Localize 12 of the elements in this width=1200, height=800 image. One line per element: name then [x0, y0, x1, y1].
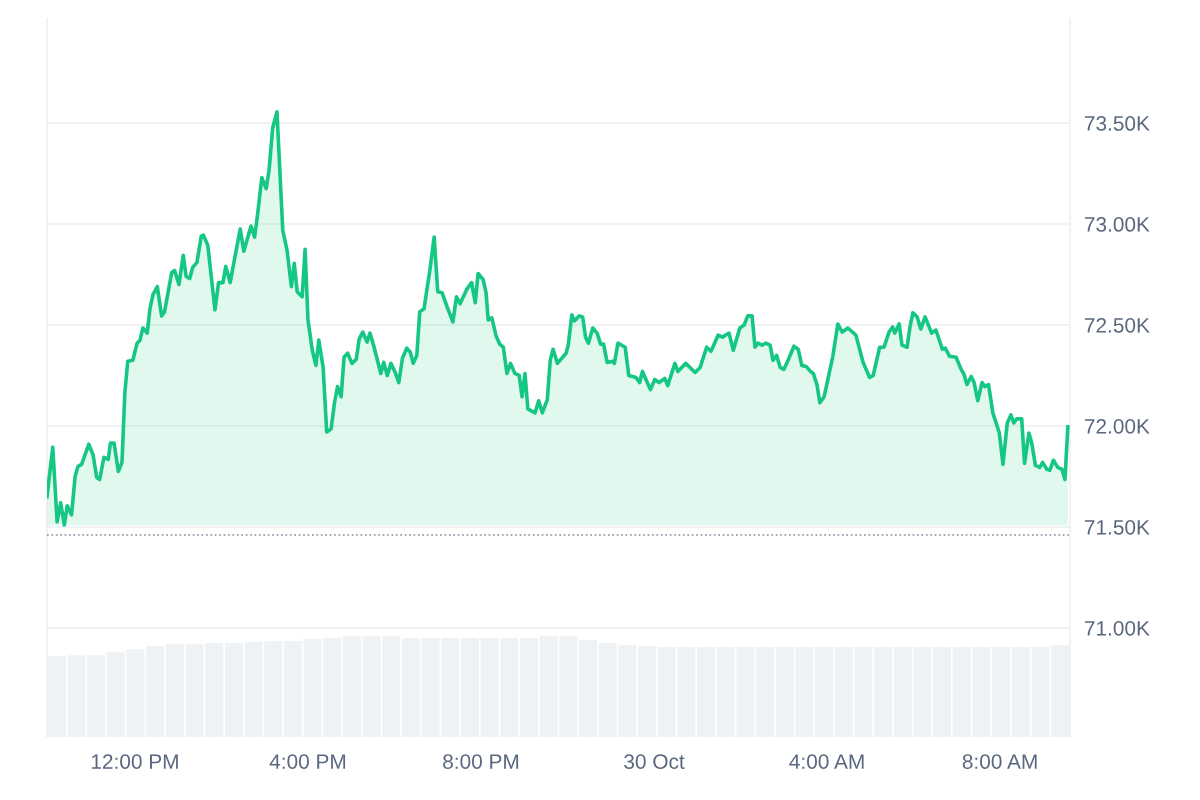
- x-tick-label: 12:00 PM: [91, 754, 178, 769]
- y-tick-label: 73.00K: [1084, 217, 1150, 232]
- x-tick-label: 8:00 AM: [962, 754, 1037, 769]
- y-tick-label: 71.00K: [1084, 620, 1150, 636]
- x-tick-label: 4:00 AM: [789, 754, 864, 769]
- y-tick-label: 73.50K: [1084, 116, 1150, 131]
- y-tick-label: 72.50K: [1084, 317, 1150, 333]
- y-tick-label: 71.50K: [1084, 519, 1150, 535]
- x-tick-label: 8:00 PM: [443, 754, 519, 769]
- y-tick-label: 72.00K: [1084, 418, 1150, 434]
- x-tick-label: 4:00 PM: [269, 754, 346, 769]
- x-tick-label: 30 Oct: [624, 754, 685, 769]
